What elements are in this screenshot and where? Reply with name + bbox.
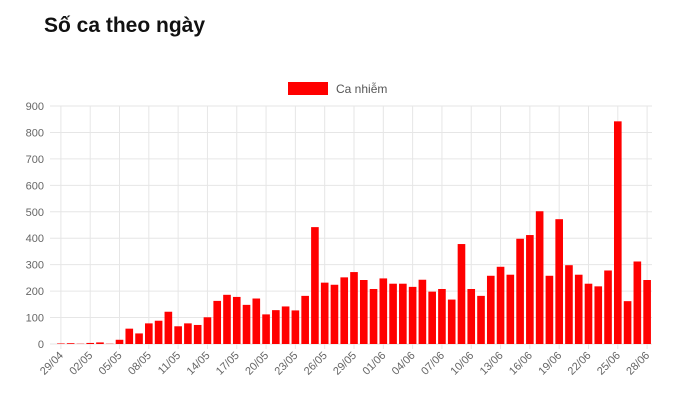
y-tick-label: 200 bbox=[26, 286, 44, 298]
bar bbox=[467, 288, 476, 344]
bar bbox=[66, 343, 75, 344]
bar bbox=[340, 277, 349, 344]
bar bbox=[350, 272, 358, 344]
bar bbox=[135, 333, 143, 344]
bar bbox=[447, 299, 456, 344]
bar bbox=[203, 317, 212, 344]
bar bbox=[154, 320, 163, 344]
bar bbox=[115, 339, 124, 344]
x-tick-label: 26/05 bbox=[302, 350, 330, 378]
bar bbox=[506, 274, 515, 344]
bar bbox=[574, 274, 583, 344]
bar bbox=[623, 301, 632, 344]
x-tick-label: 07/06 bbox=[419, 350, 447, 378]
bar bbox=[613, 121, 622, 345]
bar bbox=[272, 310, 280, 344]
x-tick-label: 29/04 bbox=[38, 350, 66, 378]
y-tick-label: 800 bbox=[26, 127, 44, 139]
bar bbox=[526, 235, 534, 344]
x-tick-label: 11/05 bbox=[156, 350, 183, 377]
x-tick-label: 05/05 bbox=[97, 350, 125, 378]
bar bbox=[643, 280, 651, 344]
x-tick-label: 19/06 bbox=[536, 350, 564, 378]
bar bbox=[57, 343, 65, 344]
legend-swatch-ca-nhiem bbox=[288, 82, 328, 95]
bar bbox=[262, 314, 270, 344]
x-tick-label: 02/05 bbox=[67, 350, 95, 378]
bar bbox=[594, 286, 603, 344]
bar bbox=[125, 328, 134, 344]
bar bbox=[193, 324, 202, 344]
bar bbox=[96, 342, 104, 344]
x-tick-label: 28/06 bbox=[624, 350, 652, 378]
x-tick-label: 23/05 bbox=[273, 350, 301, 378]
bar bbox=[379, 278, 388, 344]
bar bbox=[633, 261, 642, 344]
bar bbox=[184, 323, 192, 344]
y-tick-label: 700 bbox=[26, 154, 44, 166]
bar bbox=[535, 211, 544, 344]
bar bbox=[301, 295, 309, 344]
x-tick-label: 25/06 bbox=[595, 350, 623, 378]
x-tick-label: 17/05 bbox=[214, 350, 242, 378]
x-tick-label: 20/05 bbox=[243, 350, 271, 378]
bar bbox=[311, 227, 319, 344]
bar bbox=[281, 306, 290, 344]
bar bbox=[438, 288, 446, 344]
y-tick-label: 500 bbox=[26, 207, 44, 219]
bar bbox=[164, 311, 173, 344]
legend-label-ca-nhiem: Ca nhiễm bbox=[336, 81, 387, 96]
bar-series-ca-nhiem bbox=[57, 121, 651, 345]
x-tick-label: 29/05 bbox=[331, 350, 359, 378]
bar bbox=[565, 265, 573, 344]
x-tick-label: 04/06 bbox=[390, 350, 418, 378]
x-tick-label: 16/06 bbox=[507, 350, 535, 378]
bar bbox=[486, 275, 495, 344]
bar bbox=[369, 288, 378, 344]
bar bbox=[223, 294, 231, 344]
bar bbox=[174, 326, 182, 344]
page-title: Số ca theo ngày bbox=[44, 14, 206, 37]
y-tick-label: 400 bbox=[26, 233, 44, 245]
bar bbox=[213, 300, 222, 344]
y-axis-tick-labels: 0 100 200 300 400 500 600 700 800 900 bbox=[26, 101, 44, 351]
x-tick-label: 13/06 bbox=[478, 350, 506, 378]
bar bbox=[516, 238, 524, 344]
y-tick-label: 600 bbox=[26, 180, 44, 192]
x-tick-label: 08/05 bbox=[126, 350, 154, 378]
chart-legend[interactable]: Ca nhiễm bbox=[288, 81, 387, 96]
bar bbox=[399, 283, 407, 344]
bar bbox=[408, 286, 417, 344]
bar bbox=[496, 266, 505, 344]
bar bbox=[584, 283, 593, 344]
x-tick-label: 14/05 bbox=[185, 350, 213, 378]
y-tick-label: 0 bbox=[38, 339, 44, 351]
x-tick-label: 10/06 bbox=[448, 350, 476, 378]
bar bbox=[545, 275, 554, 344]
bar bbox=[242, 304, 251, 344]
bar bbox=[555, 219, 563, 344]
bar bbox=[320, 282, 329, 344]
bar bbox=[359, 280, 368, 344]
bar bbox=[604, 270, 612, 344]
y-tick-label: 300 bbox=[26, 260, 44, 272]
bar bbox=[330, 284, 339, 344]
bar bbox=[291, 310, 300, 344]
x-tick-label: 22/06 bbox=[566, 350, 594, 378]
bar bbox=[252, 298, 261, 344]
bar bbox=[428, 291, 436, 344]
bar bbox=[477, 295, 485, 344]
bar bbox=[389, 283, 397, 344]
bar bbox=[86, 342, 95, 344]
y-tick-label: 900 bbox=[26, 101, 44, 113]
bar bbox=[145, 323, 153, 344]
bar bbox=[457, 244, 466, 344]
x-tick-label: 01/06 bbox=[360, 350, 388, 378]
bar bbox=[418, 279, 427, 344]
bar bbox=[232, 296, 241, 344]
y-tick-label: 100 bbox=[26, 313, 44, 325]
x-axis-tick-labels: 29/04 02/05 05/05 08/05 11/05 14/05 17/05 20/05… bbox=[38, 350, 652, 378]
